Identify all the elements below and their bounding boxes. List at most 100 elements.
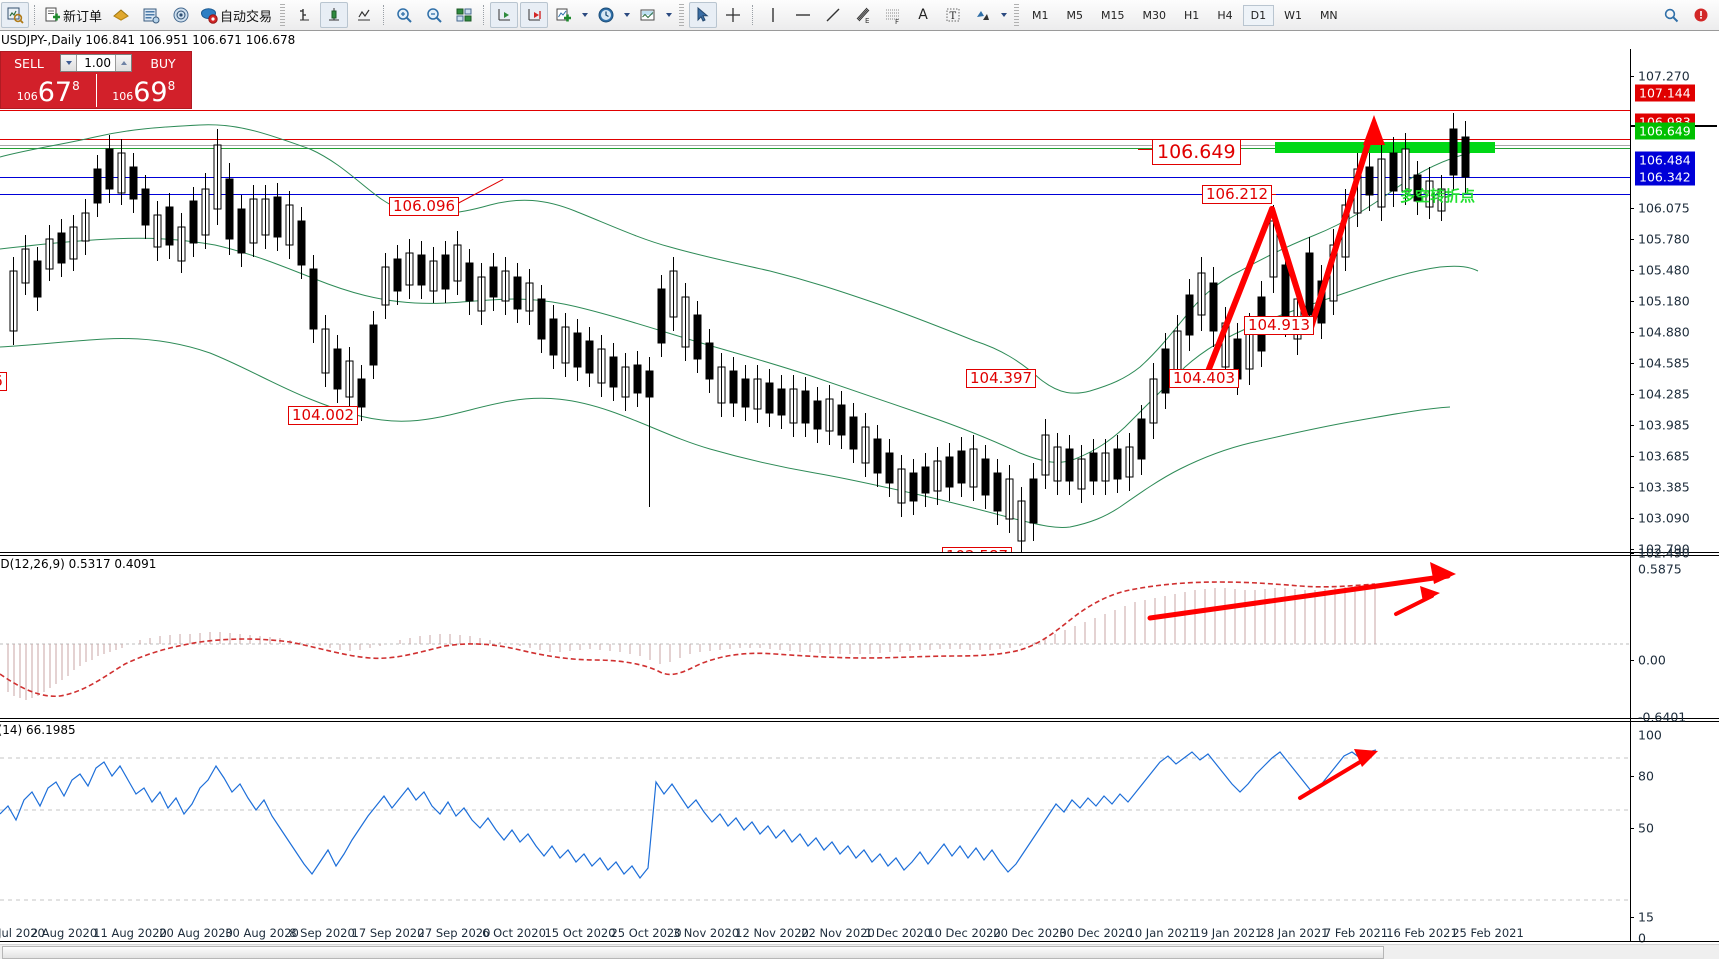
- scrollbar-thumb[interactable]: [2, 946, 1384, 959]
- annotation-106649[interactable]: 106.649: [1152, 139, 1241, 165]
- volume-input[interactable]: 1.00: [60, 54, 132, 72]
- timeframe-h4[interactable]: H4: [1217, 8, 1233, 22]
- add-indicator-dropdown-icon[interactable]: [582, 13, 589, 17]
- pane-divider-2b: [0, 721, 1719, 722]
- date-label: 17 Sep 2020: [351, 926, 425, 940]
- date-label: 1 Dec 2020: [864, 926, 932, 940]
- toolbar-grip-1[interactable]: [280, 4, 286, 26]
- toolbar-grip-3[interactable]: [1014, 4, 1020, 26]
- period-dropdown-icon[interactable]: [624, 13, 631, 17]
- alert-icon[interactable]: [1687, 2, 1715, 28]
- macd-pane[interactable]: CD(12,26,9) 0.5317 0.4091: [0, 556, 1630, 718]
- tile-windows-icon[interactable]: [450, 2, 478, 28]
- timeframe-m1[interactable]: M1: [1032, 8, 1049, 22]
- svg-text:T: T: [950, 11, 957, 22]
- axis-tick: [1630, 660, 1634, 661]
- date-label: 7 Feb 2021: [1323, 926, 1389, 940]
- annotation-102587[interactable]: 102.587: [942, 547, 1013, 552]
- annotation-104913[interactable]: 104.913: [1244, 316, 1315, 335]
- one-click-trading-panel[interactable]: SELL 1.00 BUY 106 67 8 106 69 8: [0, 51, 192, 109]
- timeframe-m30[interactable]: M30: [1142, 8, 1167, 22]
- timeframe-h1[interactable]: H1: [1184, 8, 1200, 22]
- equidistant-channel-icon[interactable]: E: [849, 2, 877, 28]
- date-label: 20 Aug 2020: [159, 926, 233, 940]
- search-icon[interactable]: [1657, 2, 1685, 28]
- timeframe-m5[interactable]: M5: [1066, 8, 1084, 22]
- date-label: 30 Aug 2020: [225, 926, 299, 940]
- sell-button[interactable]: SELL: [14, 55, 44, 71]
- vertical-line-icon[interactable]: [759, 2, 787, 28]
- timeframe-mn[interactable]: MN: [1319, 8, 1338, 22]
- volume-decrease-button[interactable]: [61, 55, 77, 71]
- add-indicator-icon[interactable]: [550, 2, 578, 28]
- line-chart-icon[interactable]: [350, 2, 378, 28]
- annotation-clipped-left[interactable]: 186: [0, 372, 7, 391]
- cursor-icon[interactable]: [689, 2, 718, 28]
- text-tool-icon[interactable]: A: [909, 2, 937, 28]
- timeframe-d1[interactable]: D1: [1242, 4, 1275, 26]
- crosshair-icon[interactable]: [719, 2, 747, 28]
- zoom-out-icon[interactable]: [420, 2, 448, 28]
- turning-point-note[interactable]: 多空转折点: [1400, 187, 1476, 205]
- axis-rsi-100: 100: [1638, 727, 1662, 743]
- annotation-104397[interactable]: 104.397: [966, 369, 1037, 388]
- macd-trend-arrow: [1147, 573, 1451, 621]
- price-pane[interactable]: 106.096 104.002 104.397 102.587 104.403 …: [0, 49, 1630, 552]
- annotation-104002[interactable]: 104.002: [288, 406, 359, 425]
- main-toolbar[interactable]: 新订单 自动交易: [0, 0, 1719, 31]
- volume-value[interactable]: 1.00: [84, 56, 111, 70]
- axis-tick: [1630, 208, 1634, 209]
- annotation-106212[interactable]: 106.212: [1202, 185, 1273, 204]
- autotrading-button[interactable]: 自动交易: [196, 3, 276, 27]
- green-level-highlight: [1275, 142, 1495, 153]
- sell-price-lead: 106: [16, 90, 38, 103]
- buy-button[interactable]: BUY: [150, 55, 176, 71]
- timeframe-m15[interactable]: M15: [1101, 8, 1125, 22]
- date-axis[interactable]: 1 Jul 2020 2 Aug 2020 11 Aug 2020 20 Aug…: [0, 923, 1630, 945]
- axis-tick: [1630, 917, 1634, 918]
- candlestick-chart-icon[interactable]: [320, 2, 349, 28]
- toolbar-separator-1: [34, 5, 36, 25]
- fibonacci-icon[interactable]: F: [879, 2, 907, 28]
- price-line-106484: [0, 177, 1630, 178]
- sell-price[interactable]: 106 67 8: [1, 74, 96, 107]
- annotation-106096[interactable]: 106.096: [389, 197, 460, 216]
- toolbar-separator-3: [483, 5, 485, 25]
- templates-icon[interactable]: [634, 2, 662, 28]
- axis-macd-05875: 0.5875: [1638, 561, 1682, 577]
- rsi-pane[interactable]: I(14) 66.1985: [0, 722, 1630, 941]
- expert-advisors-icon[interactable]: [107, 2, 135, 28]
- chart-shift-icon[interactable]: [490, 2, 519, 28]
- price-axis[interactable]: 107.270 107.144 106.983 106.649 106.484 …: [1630, 49, 1719, 946]
- text-label-icon[interactable]: T: [939, 2, 967, 28]
- zoom-in-icon[interactable]: [390, 2, 418, 28]
- axis-price-105780: 105.780: [1638, 231, 1690, 247]
- date-label: 1 Jul 2020: [0, 926, 45, 940]
- arrows-dropdown-icon[interactable]: [1001, 13, 1008, 17]
- axis-rsi-15: 15: [1638, 909, 1654, 925]
- data-window-icon[interactable]: [167, 2, 195, 28]
- rsi-line: [0, 749, 1377, 880]
- axis-tick: [1630, 425, 1634, 426]
- buy-price[interactable]: 106 69 8: [95, 74, 192, 107]
- period-clock-icon[interactable]: [592, 2, 620, 28]
- templates-dropdown-icon[interactable]: [666, 13, 673, 17]
- bollinger-middle-band: [0, 237, 1479, 463]
- new-order-button[interactable]: 新订单: [40, 3, 106, 27]
- volume-increase-button[interactable]: [115, 55, 131, 71]
- horizontal-scrollbar[interactable]: [0, 944, 1719, 959]
- timeframe-w1[interactable]: W1: [1284, 8, 1302, 22]
- svg-text:E: E: [865, 17, 869, 24]
- chart-window[interactable]: USDJPY-,Daily 106.841 106.951 106.671 10…: [0, 31, 1719, 959]
- trendline-icon[interactable]: [819, 2, 847, 28]
- axis-price-106484: 106.484: [1635, 151, 1695, 169]
- navigator-icon[interactable]: [137, 2, 165, 28]
- rsi-trend-arrow: [1298, 754, 1372, 800]
- horizontal-line-icon[interactable]: [789, 2, 817, 28]
- annotation-104403[interactable]: 104.403: [1169, 369, 1240, 388]
- arrows-icon[interactable]: [969, 2, 997, 28]
- toolbar-grip-2[interactable]: [679, 4, 685, 26]
- auto-scroll-icon[interactable]: [520, 2, 549, 28]
- bar-chart-icon[interactable]: [290, 2, 318, 28]
- new-chart-icon[interactable]: [1, 2, 29, 28]
